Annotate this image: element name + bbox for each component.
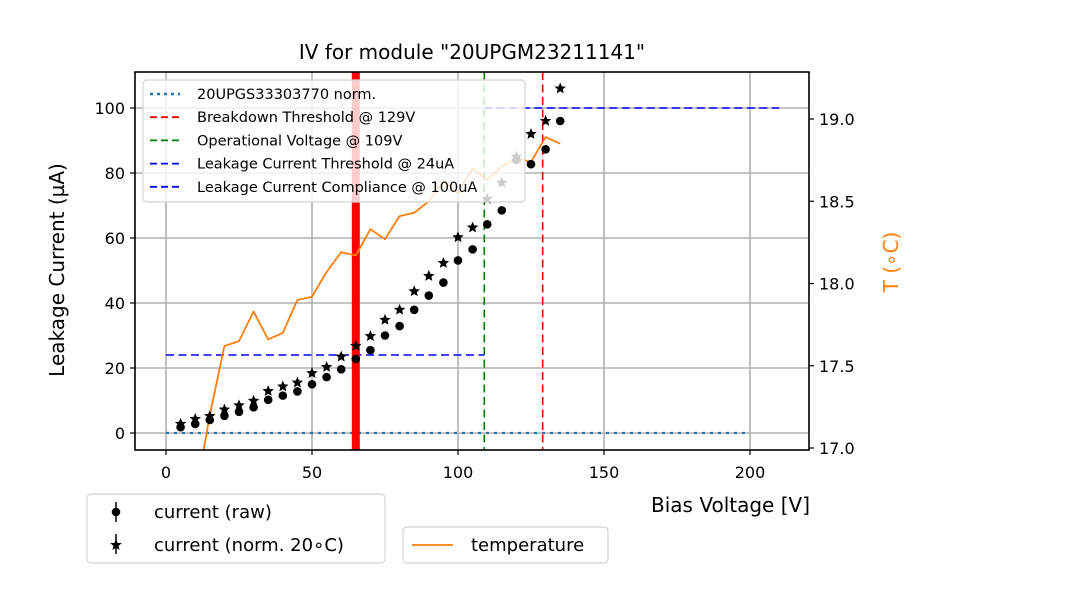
y-tick-label: 20 [105,359,125,378]
y-tick-label: 0 [115,424,125,443]
legend-label: Leakage Current Compliance @ 100uA [197,180,477,196]
x-tick-label: 200 [735,463,766,482]
raw-current-point [380,331,390,340]
x-tick-label: 0 [161,463,171,482]
y-tick-label: 80 [105,164,125,183]
norm-current-point [350,339,362,351]
raw-current-point [526,159,536,169]
legend-label: 20UPGS33303770 norm. [197,87,376,103]
legend-frame [86,493,386,564]
norm-current-point [423,270,435,281]
norm-current-point [539,115,552,126]
norm-current-point [204,410,216,421]
norm-current-point [277,380,289,392]
x-axis-label: Bias Voltage [V] [651,493,810,517]
raw-current-point [409,305,419,315]
y-axis-label: Leakage Current (µA) [45,163,69,377]
norm-current-point [174,417,187,429]
raw-current-point [234,407,244,417]
norm-current-point [379,313,391,325]
star-marker-icon [110,539,122,550]
raw-current-point [220,411,229,421]
axes: 0 50 100 150 200 0 20 40 60 80 100 17.0 17.5 18.0 18.5… [94,71,855,482]
norm-current-point [306,367,318,379]
legend-label: current (norm. 20∘C) [154,535,344,556]
norm-current-point [247,394,260,406]
raw-current-point [293,387,302,396]
raw-current-point [336,365,346,374]
x-tick-label: 150 [589,463,620,482]
legend-frame [402,526,609,564]
legend-label: Operational Voltage @ 109V [197,133,402,149]
x-tick-label: 100 [443,463,474,482]
raw-current-point [278,391,288,400]
legend-label: current (raw) [154,502,272,523]
norm-current-point [393,303,406,315]
legend-label: Leakage Current Threshold @ 24uA [197,157,454,173]
norm-current-point [335,350,347,362]
norm-current-point [408,285,420,297]
y-tick-label: 60 [105,229,125,248]
norm-current-point [189,413,201,424]
norm-current-point [525,128,537,139]
raw-current-point [453,256,463,265]
y2-tick-label: 19.0 [819,110,855,129]
raw-current-point [351,354,361,364]
norm-current-point [466,221,479,233]
raw-current-point [424,291,434,300]
raw-current-point [482,220,492,229]
raw-current-point [555,116,565,126]
raw-current-point [249,403,258,412]
norm-current-point [452,231,464,243]
y2-tick-label: 18.5 [819,192,855,211]
y-tick-label: 40 [105,294,125,313]
norm-current-point [233,399,245,411]
y2-tick-label: 18.0 [819,275,855,294]
y2-axis-label: T (∘C) [879,232,903,294]
norm-current-point [320,361,333,372]
legend-temperature: temperature [402,526,609,564]
norm-current-point [262,385,274,396]
legend-reference-lines: 20UPGS33303770 norm. Breakdown Threshold … [142,79,526,203]
legend-label: Breakdown Threshold @ 129V [197,110,415,126]
legend-label: temperature [471,535,584,556]
y-tick-label: 100 [94,99,125,118]
raw-current-point [366,345,375,355]
plot-frame [134,71,810,451]
raw-current-point [395,321,404,331]
x-tick-label: 50 [302,463,322,482]
norm-current-point [437,257,450,268]
legend-frame [142,79,526,203]
y2-tick-label: 17.0 [819,439,855,458]
legend-current: current (raw) current (norm. 20∘C) [86,493,386,564]
norm-current-point [218,403,231,415]
raw-current-point [541,144,550,154]
norm-current-point [364,330,377,341]
chart-title: IV for module "20UPGM23211141" [299,40,645,64]
y2-tick-label: 17.5 [819,357,855,376]
raw-current-point [307,379,317,389]
raw-current-point [439,278,448,287]
raw-current-point [468,245,477,254]
raw-current-point [497,206,507,215]
raw-current-point [263,395,273,405]
circle-marker-icon [111,507,121,517]
norm-current-point [291,376,304,388]
norm-current-point [554,82,566,94]
raw-current-point [322,372,331,382]
